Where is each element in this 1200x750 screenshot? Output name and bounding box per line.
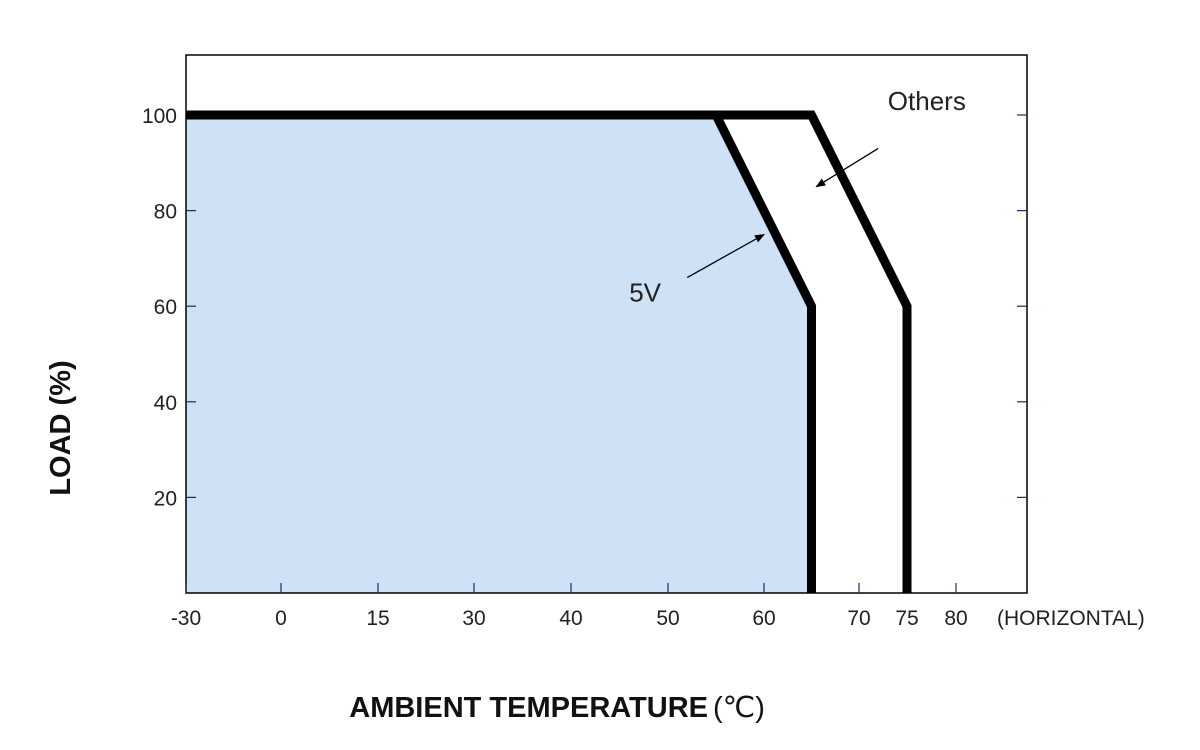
x-axis-unit-text: (℃) [713, 692, 765, 724]
x-tick-label-0: -30 [171, 607, 201, 630]
y-tick-label-3: 80 [154, 201, 177, 224]
series-line-others [186, 110, 912, 593]
x-tick-label-5: 50 [656, 607, 679, 630]
y-tick-label-1: 40 [154, 392, 177, 415]
x-axis-title-text: AMBIENT TEMPERATURE [349, 692, 708, 724]
annotation-label-0: 5V [629, 277, 661, 307]
x-tick-label-1: 0 [275, 607, 287, 630]
annotation-label-1: Others [888, 86, 966, 116]
y-tick-label-4: 100 [142, 105, 177, 128]
x-axis-suffix-label: (HORIZONTAL) [997, 607, 1145, 630]
x-tick-label-4: 40 [559, 607, 582, 630]
x-tick-label-8: 75 [895, 607, 918, 630]
series-fill-0 [186, 115, 812, 593]
x-axis-unit: (℃) [713, 692, 765, 724]
y-tick-label-2: 60 [154, 296, 177, 319]
annotation-arrow-0 [686, 233, 765, 279]
x-tick-label-2: 15 [366, 607, 389, 630]
annotation-arrow-1 [815, 147, 879, 188]
y-tick-label-0: 20 [154, 487, 177, 510]
x-tick-label-6: 60 [752, 607, 775, 630]
x-tick-label-9: 80 [944, 607, 967, 630]
x-axis-title: AMBIENT TEMPERATURE [349, 692, 708, 724]
x-tick-label-3: 30 [462, 607, 485, 630]
y-axis-title: LOAD (%) [45, 360, 77, 495]
plot-frame [185, 54, 1028, 594]
x-tick-label-7: 70 [847, 607, 870, 630]
